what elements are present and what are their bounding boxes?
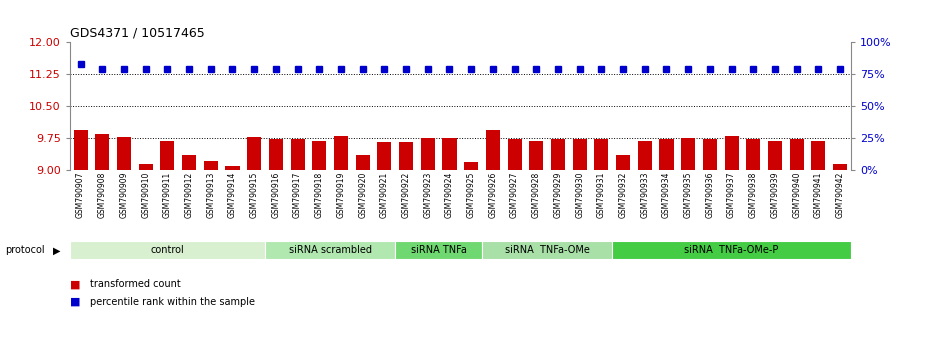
Bar xyxy=(160,141,175,170)
Bar xyxy=(464,162,478,170)
Bar xyxy=(247,137,261,170)
Text: siRNA scrambled: siRNA scrambled xyxy=(288,245,372,255)
Bar xyxy=(117,137,131,170)
Bar xyxy=(681,138,696,170)
Bar xyxy=(139,164,153,170)
Bar xyxy=(551,139,565,170)
Text: control: control xyxy=(151,245,184,255)
Bar xyxy=(529,141,543,170)
Bar xyxy=(225,166,240,170)
Bar xyxy=(95,134,110,170)
Bar xyxy=(355,155,370,170)
Bar xyxy=(485,130,500,170)
Text: transformed count: transformed count xyxy=(90,279,181,289)
Text: ■: ■ xyxy=(70,279,80,289)
Bar xyxy=(724,136,738,170)
Bar xyxy=(482,241,612,259)
Bar xyxy=(811,141,826,170)
Bar xyxy=(312,141,326,170)
Bar xyxy=(638,141,652,170)
Bar xyxy=(443,138,457,170)
Bar xyxy=(573,139,587,170)
Bar xyxy=(290,139,305,170)
Bar xyxy=(182,155,196,170)
Bar xyxy=(265,241,395,259)
Bar xyxy=(395,241,482,259)
Bar xyxy=(594,139,608,170)
Bar xyxy=(790,139,804,170)
Text: percentile rank within the sample: percentile rank within the sample xyxy=(90,297,255,307)
Bar xyxy=(833,164,847,170)
Text: siRNA  TNFa-OMe: siRNA TNFa-OMe xyxy=(505,245,590,255)
Bar xyxy=(204,161,218,170)
Bar xyxy=(612,241,851,259)
Bar xyxy=(399,142,413,170)
Bar xyxy=(746,139,761,170)
Bar xyxy=(420,138,435,170)
Text: protocol: protocol xyxy=(5,245,45,255)
Bar xyxy=(508,139,522,170)
Bar xyxy=(703,139,717,170)
Text: GDS4371 / 10517465: GDS4371 / 10517465 xyxy=(70,27,205,40)
Bar xyxy=(378,142,392,170)
Bar xyxy=(269,139,283,170)
Text: siRNA TNFa: siRNA TNFa xyxy=(411,245,467,255)
Text: ▶: ▶ xyxy=(53,245,60,255)
Bar xyxy=(70,241,265,259)
Text: siRNA  TNFa-OMe-P: siRNA TNFa-OMe-P xyxy=(684,245,778,255)
Bar xyxy=(73,130,87,170)
Bar xyxy=(659,139,673,170)
Bar xyxy=(334,136,348,170)
Bar xyxy=(616,155,631,170)
Text: ■: ■ xyxy=(70,297,80,307)
Bar xyxy=(768,141,782,170)
